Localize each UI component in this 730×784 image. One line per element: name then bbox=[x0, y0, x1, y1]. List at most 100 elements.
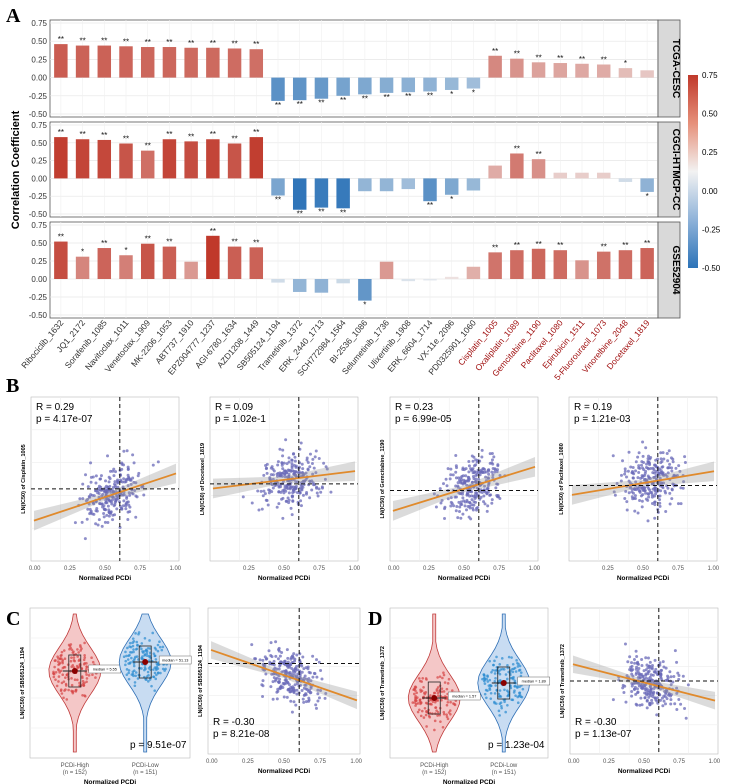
data-point bbox=[73, 521, 77, 525]
data-point bbox=[130, 673, 134, 676]
y-tick-label: -0.25 bbox=[29, 192, 48, 201]
data-point bbox=[645, 663, 649, 667]
data-point bbox=[82, 684, 85, 687]
y-axis-label: LN(IC50) of Cisplatin_1005 bbox=[21, 444, 27, 513]
median-label: median = 1.57 bbox=[452, 695, 476, 699]
data-point bbox=[648, 463, 652, 467]
data-point bbox=[122, 477, 126, 481]
data-point bbox=[316, 692, 320, 696]
data-point bbox=[78, 681, 81, 685]
data-point bbox=[62, 680, 66, 683]
data-point bbox=[94, 474, 98, 478]
bar bbox=[531, 62, 546, 78]
data-point bbox=[131, 637, 135, 640]
data-point bbox=[448, 709, 452, 712]
data-point bbox=[108, 499, 112, 503]
data-point bbox=[507, 690, 510, 694]
data-point bbox=[493, 659, 496, 663]
data-point bbox=[64, 688, 67, 691]
data-point bbox=[422, 716, 426, 719]
data-point bbox=[312, 466, 316, 470]
data-point bbox=[666, 471, 670, 475]
data-point bbox=[299, 499, 303, 503]
data-point bbox=[486, 680, 490, 683]
data-point bbox=[128, 505, 132, 509]
data-point bbox=[440, 690, 444, 693]
data-point bbox=[449, 467, 453, 471]
data-point bbox=[647, 495, 651, 499]
bar bbox=[336, 77, 350, 96]
data-point bbox=[99, 485, 103, 489]
data-point bbox=[145, 649, 148, 652]
data-point bbox=[641, 493, 645, 497]
data-point bbox=[460, 481, 464, 485]
data-point bbox=[446, 682, 450, 685]
data-point bbox=[647, 492, 651, 496]
scatter-b4: 0.25 0.50 0.75 1.00 Normalized PCDi LN(IC50) … bbox=[559, 396, 720, 582]
data-point bbox=[511, 676, 514, 680]
data-point bbox=[490, 498, 494, 502]
data-point bbox=[290, 710, 294, 714]
data-point bbox=[475, 506, 479, 510]
data-point bbox=[311, 472, 315, 476]
data-point bbox=[630, 694, 634, 698]
significance-label: ** bbox=[514, 241, 520, 250]
data-point bbox=[158, 645, 162, 649]
data-point bbox=[661, 660, 665, 664]
data-point bbox=[67, 688, 70, 692]
data-point bbox=[623, 472, 627, 476]
significance-label: * bbox=[363, 301, 366, 310]
stat-p: p = 9.51e-07 bbox=[130, 740, 187, 751]
significance-label: ** bbox=[231, 238, 237, 247]
data-point bbox=[158, 640, 161, 644]
data-point bbox=[467, 459, 471, 463]
data-point bbox=[122, 655, 126, 659]
data-point bbox=[501, 667, 504, 671]
data-point bbox=[423, 706, 427, 710]
data-point bbox=[145, 652, 149, 655]
data-point bbox=[511, 670, 515, 674]
x-tick-label: 1.00 bbox=[528, 566, 540, 572]
y-axis-label: LN(IC50) of SB505124_1194 bbox=[198, 644, 204, 717]
bar bbox=[54, 137, 68, 179]
data-point bbox=[153, 671, 157, 675]
data-point bbox=[294, 480, 298, 484]
data-point bbox=[125, 500, 129, 504]
data-point bbox=[56, 668, 60, 671]
data-point bbox=[644, 491, 648, 495]
significance-label: ** bbox=[253, 128, 259, 137]
bar bbox=[640, 178, 654, 192]
data-point bbox=[625, 500, 629, 504]
data-point bbox=[427, 714, 431, 718]
y-axis-label: LN(IC50) of Gemcitabine_1190 bbox=[380, 440, 386, 519]
data-point bbox=[305, 491, 309, 495]
data-point bbox=[647, 695, 651, 699]
data-point bbox=[286, 496, 290, 500]
data-point bbox=[643, 478, 647, 482]
data-point bbox=[65, 673, 69, 677]
data-point bbox=[133, 684, 137, 688]
data-point bbox=[86, 507, 90, 511]
data-point bbox=[87, 674, 91, 677]
data-point bbox=[639, 686, 643, 690]
data-point bbox=[279, 684, 283, 688]
data-point bbox=[440, 498, 444, 502]
data-point bbox=[124, 663, 127, 667]
significance-label: ** bbox=[535, 150, 541, 159]
data-point bbox=[471, 508, 475, 512]
data-point bbox=[319, 490, 323, 494]
data-point bbox=[62, 696, 65, 700]
group-label: PCDi-High bbox=[61, 763, 89, 769]
data-point bbox=[153, 689, 157, 692]
data-point bbox=[654, 474, 658, 478]
data-point bbox=[419, 688, 422, 692]
data-point bbox=[125, 668, 129, 671]
data-point bbox=[84, 473, 88, 477]
data-point bbox=[506, 703, 509, 707]
data-point bbox=[311, 675, 315, 679]
data-point bbox=[262, 489, 266, 493]
data-point bbox=[126, 484, 130, 488]
bar bbox=[140, 47, 155, 78]
data-point bbox=[630, 487, 634, 491]
data-point bbox=[483, 692, 487, 696]
